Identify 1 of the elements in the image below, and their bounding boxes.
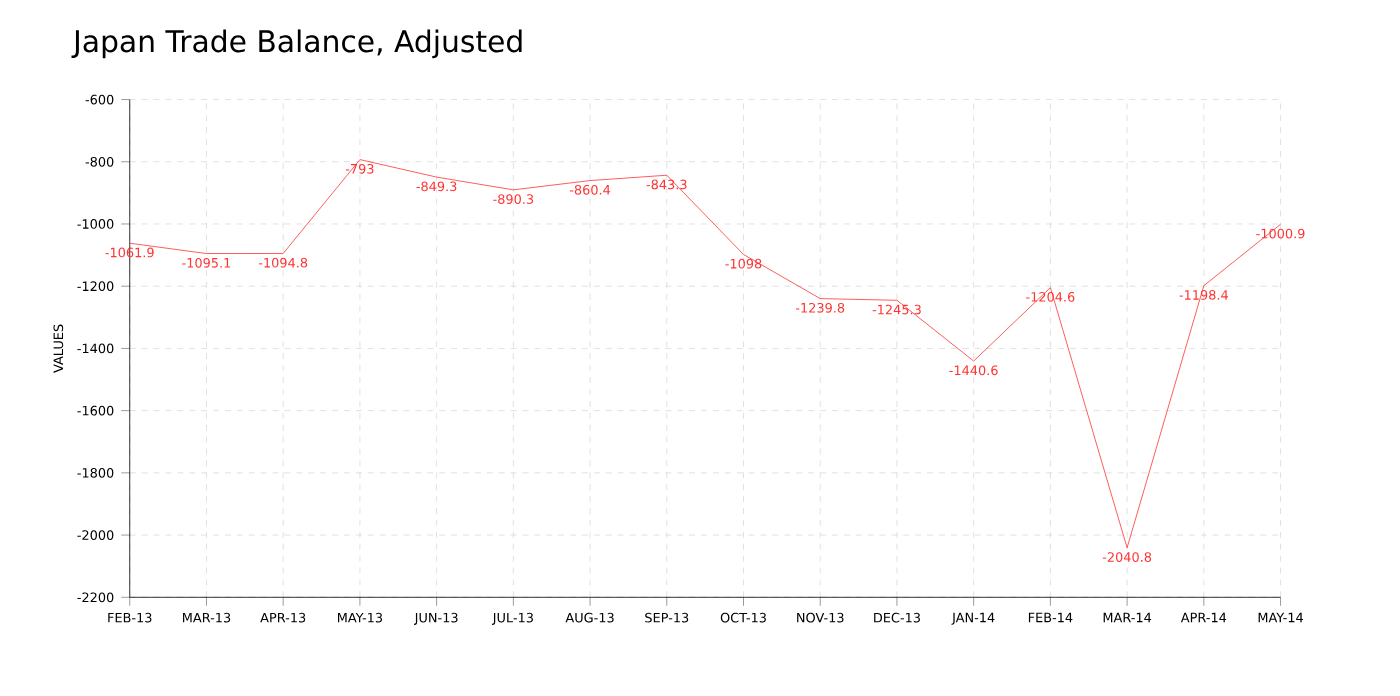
chart-title: Japan Trade Balance, Adjusted bbox=[71, 29, 522, 58]
